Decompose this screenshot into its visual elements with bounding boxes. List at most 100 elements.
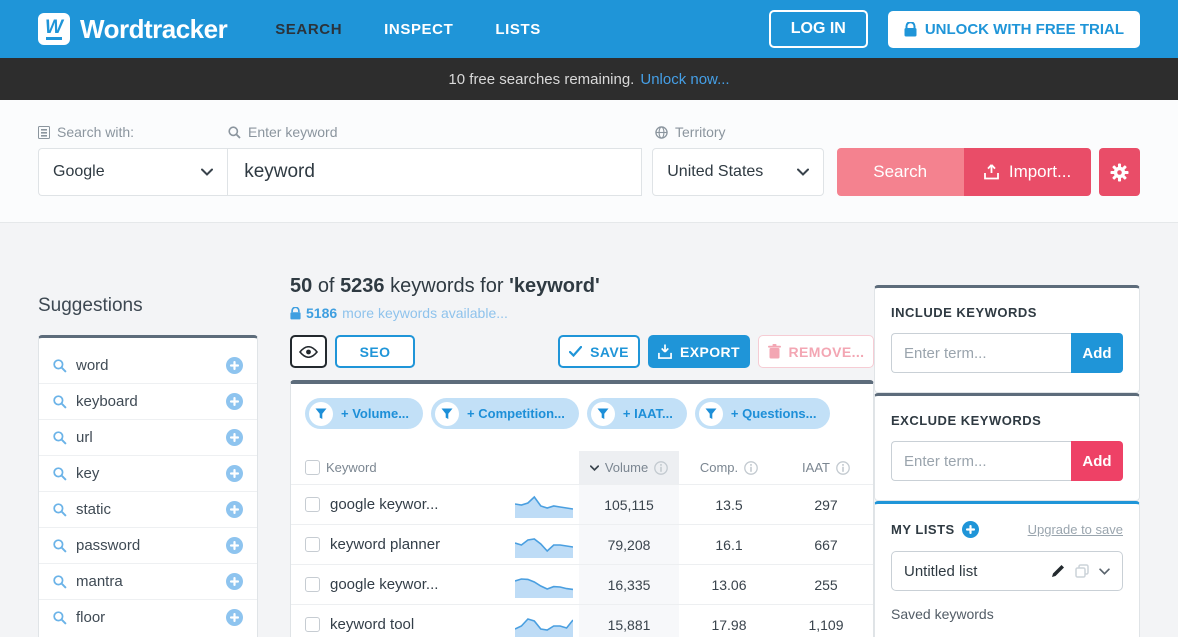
promo-bar: 10 free searches remaining. Unlock now..… xyxy=(0,58,1178,100)
my-lists-card: MY LISTS Upgrade to save Untitled list S… xyxy=(874,501,1140,637)
include-term-input[interactable] xyxy=(891,333,1071,373)
filter-chip[interactable]: + Volume... xyxy=(305,398,424,429)
save-button[interactable]: SAVE xyxy=(558,335,640,368)
filter-chip[interactable]: + Competition... xyxy=(431,398,579,429)
add-suggestion-icon[interactable] xyxy=(226,357,243,374)
unlock-now-link[interactable]: Unlock now... xyxy=(640,70,730,88)
suggestion-item[interactable]: floor xyxy=(39,599,257,635)
more-keywords-link[interactable]: 5186 more keywords available... xyxy=(290,305,874,321)
volume-cell: 16,335 xyxy=(579,564,679,605)
filter-chip[interactable]: + IAAT... xyxy=(586,398,687,429)
territory-select[interactable]: United States xyxy=(652,148,824,196)
download-icon xyxy=(658,344,672,359)
unlock-free-trial-button[interactable]: UNLOCK WITH FREE TRIAL xyxy=(887,10,1140,48)
table-row[interactable]: google keywor... 105,115 13.5 297 xyxy=(291,484,873,525)
table-row[interactable]: google keywor... 16,335 13.06 255 xyxy=(291,564,873,605)
chevron-down-icon xyxy=(796,168,809,176)
suggestion-label: key xyxy=(76,465,100,482)
lock-icon xyxy=(904,21,917,37)
comp-cell: 13.5 xyxy=(679,484,779,525)
duplicate-icon[interactable] xyxy=(1075,564,1089,578)
eye-icon xyxy=(299,345,318,358)
suggestion-label: password xyxy=(76,537,141,554)
keyword-cell: google keywor... xyxy=(330,496,439,513)
list-selector[interactable]: Untitled list xyxy=(891,551,1123,591)
add-list-icon[interactable] xyxy=(961,521,979,538)
export-button[interactable]: EXPORT xyxy=(648,335,750,368)
suggestion-item[interactable]: url xyxy=(39,419,257,455)
search-icon xyxy=(53,358,67,373)
add-suggestion-icon[interactable] xyxy=(226,429,243,446)
visibility-button[interactable] xyxy=(290,335,327,368)
column-header-iaat[interactable]: IAAT xyxy=(802,460,830,475)
top-navbar: W Wordtracker SEARCH INSPECT LISTS LOG I… xyxy=(0,0,1178,58)
gear-icon xyxy=(1110,162,1129,182)
include-keywords-title: INCLUDE KEYWORDS xyxy=(891,305,1037,320)
row-checkbox[interactable] xyxy=(305,537,320,552)
nav-item-lists[interactable]: LISTS xyxy=(495,20,541,38)
suggestion-label: keyboard xyxy=(76,393,138,410)
settings-button[interactable] xyxy=(1099,148,1140,196)
wordtracker-logo[interactable]: W Wordtracker xyxy=(38,13,228,45)
search-with-label: Search with: xyxy=(38,124,228,140)
suggestion-label: mantra xyxy=(76,573,123,590)
row-checkbox[interactable] xyxy=(305,497,320,512)
nav-item-inspect[interactable]: INSPECT xyxy=(384,20,454,38)
engine-select[interactable]: Google xyxy=(38,148,228,196)
keyword-input[interactable] xyxy=(227,148,643,196)
chevron-down-icon xyxy=(201,168,214,176)
trend-sparkline xyxy=(515,495,573,518)
exclude-term-input[interactable] xyxy=(891,441,1071,481)
add-suggestion-icon[interactable] xyxy=(226,573,243,590)
suggestion-item[interactable]: key xyxy=(39,455,257,491)
column-header-volume[interactable]: Volume xyxy=(604,460,649,475)
volume-cell: 79,208 xyxy=(579,524,679,565)
info-icon[interactable] xyxy=(744,460,758,475)
filter-chip[interactable]: + Questions... xyxy=(694,398,831,429)
search-icon xyxy=(53,394,67,409)
globe-icon xyxy=(655,125,668,139)
seo-button[interactable]: SEO xyxy=(335,335,415,368)
add-suggestion-icon[interactable] xyxy=(226,537,243,554)
suggestion-item[interactable]: keyboard xyxy=(39,383,257,419)
add-suggestion-icon[interactable] xyxy=(226,609,243,626)
volume-cell: 105,115 xyxy=(579,484,679,525)
upgrade-to-save-link[interactable]: Upgrade to save xyxy=(1027,522,1123,537)
suggestion-item[interactable]: static xyxy=(39,491,257,527)
remove-button[interactable]: REMOVE... xyxy=(758,335,874,368)
suggestion-label: static xyxy=(76,501,112,518)
info-icon[interactable] xyxy=(836,460,850,475)
exclude-keywords-card: EXCLUDE KEYWORDS Add xyxy=(874,393,1140,501)
search-button[interactable]: Search xyxy=(836,148,964,196)
search-icon xyxy=(53,430,67,445)
comp-cell: 16.1 xyxy=(679,524,779,565)
suggestion-label: url xyxy=(76,429,93,446)
exclude-add-button[interactable]: Add xyxy=(1071,441,1123,481)
include-add-button[interactable]: Add xyxy=(1071,333,1123,373)
add-suggestion-icon[interactable] xyxy=(226,501,243,518)
lock-icon xyxy=(290,306,301,319)
suggestion-item[interactable]: word xyxy=(39,348,257,383)
add-suggestion-icon[interactable] xyxy=(226,393,243,410)
suggestion-item[interactable]: mantra xyxy=(39,563,257,599)
column-header-comp[interactable]: Comp. xyxy=(699,460,739,475)
upload-icon xyxy=(983,164,999,180)
login-button[interactable]: LOG IN xyxy=(768,10,868,48)
select-all-checkbox[interactable] xyxy=(305,460,320,475)
keyword-cell: keyword planner xyxy=(330,536,441,553)
sort-descending-icon[interactable] xyxy=(589,464,599,471)
row-checkbox[interactable] xyxy=(305,577,320,592)
suggestion-item[interactable]: password xyxy=(39,527,257,563)
edit-pencil-icon[interactable] xyxy=(1051,564,1065,578)
add-suggestion-icon[interactable] xyxy=(226,465,243,482)
enter-keyword-label: Enter keyword xyxy=(228,124,655,140)
table-row[interactable]: keyword tool 15,881 17.98 1,109 xyxy=(291,604,873,637)
funnel-icon xyxy=(590,401,615,426)
nav-item-search[interactable]: SEARCH xyxy=(275,20,343,38)
search-icon xyxy=(53,610,67,625)
row-checkbox[interactable] xyxy=(305,617,320,632)
table-row[interactable]: keyword planner 79,208 16.1 667 xyxy=(291,524,873,565)
info-icon[interactable] xyxy=(654,460,669,475)
import-button[interactable]: Import... xyxy=(963,148,1092,196)
free-searches-remaining-text: 10 free searches remaining. xyxy=(448,70,635,88)
